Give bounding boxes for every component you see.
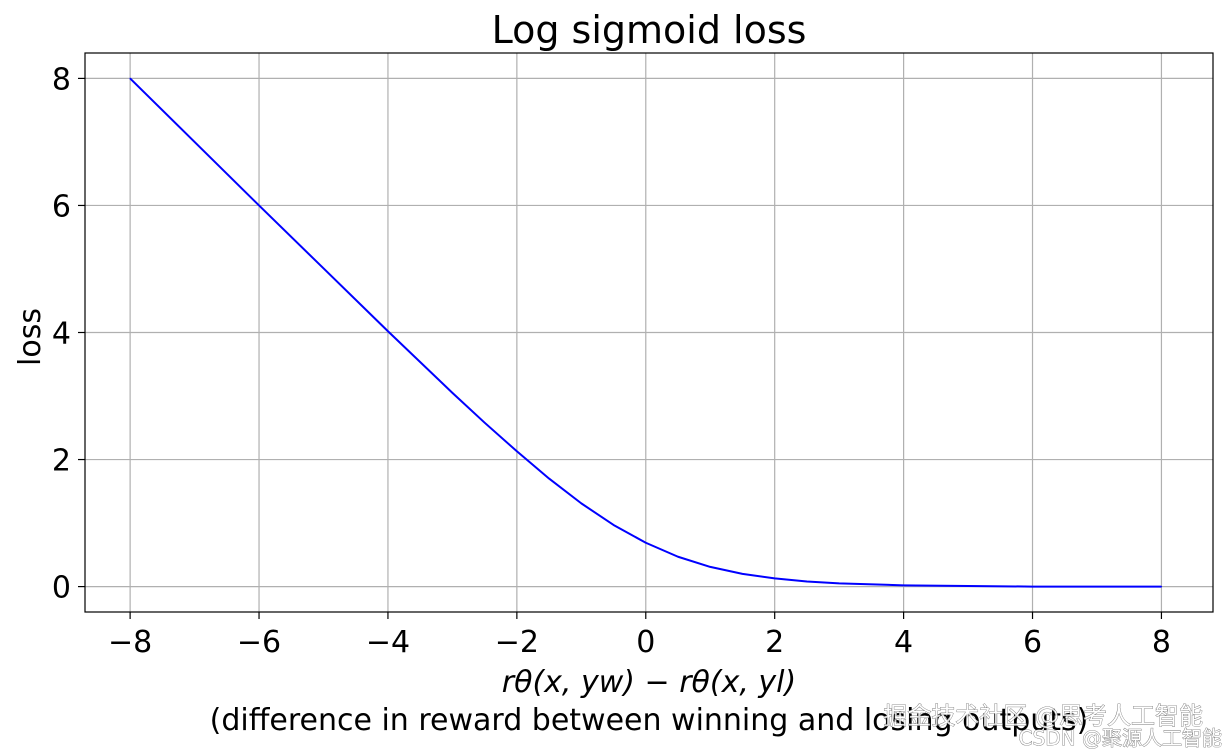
x-tick-label: −8: [108, 625, 152, 660]
y-axis: 0 2 4 6 8: [52, 62, 85, 606]
data-point: [612, 524, 615, 526]
y-axis-label: loss: [13, 308, 48, 366]
x-tick-label: 4: [894, 625, 913, 660]
y-tick-label: 2: [52, 444, 71, 479]
data-point: [709, 566, 711, 568]
data-point: [1160, 585, 1163, 588]
data-point: [838, 582, 840, 585]
data-point: [1096, 585, 1098, 588]
data-point: [1031, 585, 1034, 588]
data-point: [580, 502, 582, 504]
x-tick-label: −6: [237, 625, 281, 660]
data-point: [774, 577, 776, 579]
x-tick-label: −2: [495, 625, 539, 660]
data-point: [548, 478, 550, 480]
x-axis-label-description: (difference in reward between winning an…: [210, 703, 1089, 738]
data-point: [451, 392, 454, 394]
data-point: [677, 556, 679, 558]
watermark-line-1: 掘金技术社区 @思考人工智能: [883, 702, 1203, 730]
series-layer: [129, 77, 1163, 588]
data-point: [484, 422, 486, 424]
watermark-line-2: CSDN @聚源人工智能: [1019, 726, 1222, 749]
chart-title: Log sigmoid loss: [492, 8, 807, 52]
x-tick-label: 6: [1023, 625, 1042, 660]
data-point: [741, 573, 744, 575]
x-axis-label-formula: rθ(x, yw) − rθ(x, yl): [502, 665, 796, 700]
data-point: [129, 77, 131, 80]
x-tick-label: −4: [366, 625, 410, 660]
data-point: [387, 330, 389, 332]
data-point: [516, 450, 518, 452]
data-point: [806, 580, 808, 583]
y-tick-label: 0: [52, 571, 71, 606]
data-point: [903, 584, 905, 586]
x-axis: −8 −6 −4 −2 0 2 4 6 8: [108, 612, 1171, 660]
x-tick-label: 0: [636, 625, 655, 660]
y-tick-label: 6: [52, 189, 71, 224]
y-tick-label: 8: [52, 62, 71, 97]
x-tick-label: 8: [1152, 625, 1171, 660]
x-tick-label: 2: [765, 625, 784, 660]
data-point: [258, 204, 260, 207]
y-tick-label: 4: [52, 317, 71, 352]
data-point: [967, 585, 969, 587]
data-point: [193, 141, 196, 143]
data-point: [322, 267, 325, 269]
data-point: [645, 542, 647, 544]
